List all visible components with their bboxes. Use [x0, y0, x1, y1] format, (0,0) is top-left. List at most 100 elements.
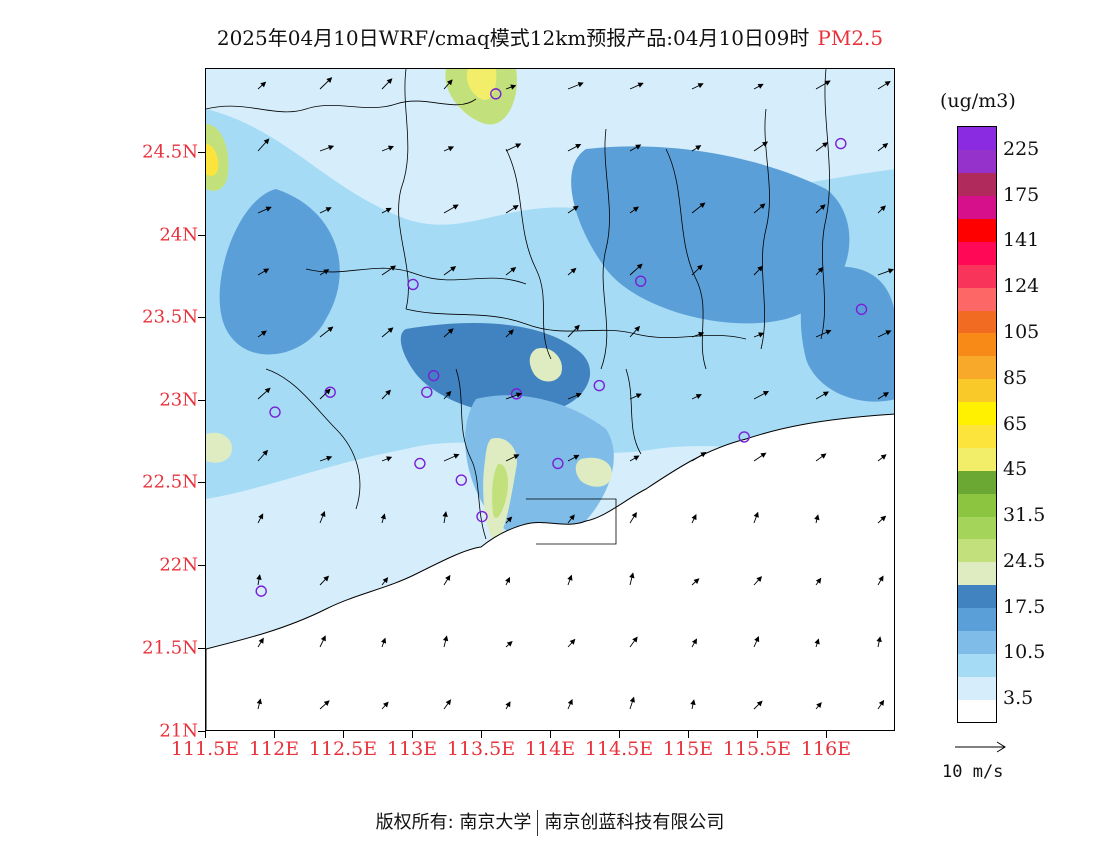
- footer-separator: [537, 810, 539, 836]
- wind-arrowhead: [258, 637, 264, 644]
- wind-arrowhead: [884, 81, 891, 87]
- wind-arrowhead: [632, 206, 639, 212]
- wind-arrowhead: [693, 578, 700, 584]
- wind-arrowhead: [635, 144, 642, 150]
- lon-tick: [826, 731, 827, 738]
- wind-arrowhead: [695, 145, 702, 151]
- wind-arrowhead: [386, 456, 393, 462]
- station-marker: [476, 510, 488, 523]
- wind-arrowhead: [452, 204, 459, 210]
- wind-arrowhead: [635, 393, 642, 399]
- wind-arrowhead: [697, 83, 704, 89]
- wind-arrowhead: [878, 575, 884, 582]
- wind-arrowhead: [328, 145, 335, 151]
- wind-arrowhead: [815, 577, 822, 584]
- wind-arrowhead: [758, 332, 765, 338]
- wind-reference-label: 10 m/s: [942, 762, 1004, 782]
- hotspot-zone: [529, 348, 562, 382]
- monitoring-stations: [255, 88, 868, 597]
- wind-arrowhead: [817, 266, 824, 273]
- wind-arrowhead: [575, 143, 582, 149]
- wind-arrowhead: [696, 264, 703, 271]
- lat-label: 21N: [159, 720, 198, 742]
- wind-arrowhead: [505, 701, 511, 708]
- wind-arrowhead: [691, 514, 697, 521]
- wind-arrowhead: [320, 635, 326, 642]
- wind-arrowhead: [880, 515, 887, 522]
- hotspot-zone: [206, 144, 219, 176]
- wind-arrowhead: [265, 206, 272, 212]
- wind-arrowhead: [753, 511, 759, 518]
- station-marker: [490, 88, 502, 100]
- lon-label: 112.5E: [308, 738, 378, 760]
- lat-label: 21.5N: [142, 637, 198, 659]
- pm25-map: [205, 68, 895, 731]
- lat-tick: [198, 400, 205, 401]
- wind-arrowhead: [263, 138, 270, 145]
- wind-arrowhead: [382, 577, 389, 584]
- lat-tick: [198, 565, 205, 566]
- colorbar-segment: [958, 332, 996, 357]
- wind-arrowhead: [380, 637, 387, 644]
- lat-tick: [198, 235, 205, 236]
- wind-arrowhead: [323, 575, 330, 582]
- colorbar-segment: [958, 401, 996, 425]
- colorbar-segment: [958, 653, 996, 677]
- wind-arrowhead: [822, 391, 829, 397]
- wind-arrowhead: [756, 576, 763, 582]
- colorbar-segment: [958, 470, 996, 494]
- station-marker: [269, 406, 281, 418]
- lon-label: 113E: [386, 738, 438, 760]
- colorbar-level-label: 225: [1003, 137, 1040, 160]
- station-marker: [324, 386, 336, 398]
- colorbar-level-label: 65: [1003, 412, 1028, 435]
- station-marker: [855, 303, 868, 316]
- wind-arrowhead: [323, 700, 330, 706]
- lon-tick: [274, 731, 275, 738]
- station-marker: [552, 457, 564, 470]
- wind-arrowhead: [515, 392, 522, 398]
- colorbar-segment: [958, 241, 996, 265]
- wind-arrowhead: [757, 83, 764, 89]
- wind-vectors: [256, 77, 894, 710]
- wind-arrowhead: [569, 638, 576, 645]
- wind-arrowhead: [762, 391, 770, 396]
- wind-arrowhead: [636, 263, 643, 270]
- lon-label: 111.5E: [170, 738, 240, 760]
- colorbar-level-label: 24.5: [1003, 549, 1046, 572]
- wind-arrowhead: [634, 325, 641, 332]
- colorbar-segment: [958, 630, 996, 654]
- station-marker: [593, 379, 605, 392]
- wind-arrowhead: [567, 574, 573, 581]
- map-title: 2025年04月10日WRF/cmaq模式12km预报产品:04月10日09时 P…: [0, 22, 1100, 51]
- colorbar-segment: [958, 172, 996, 197]
- wind-arrowhead: [629, 696, 635, 703]
- colorbar-segment: [958, 538, 996, 563]
- wind-arrowhead: [447, 79, 453, 86]
- colorbar-segment: [958, 127, 996, 151]
- station-marker: [407, 278, 419, 291]
- lat-tick: [198, 317, 205, 318]
- colorbar-segment: [958, 264, 996, 288]
- wind-arrowhead: [885, 330, 892, 336]
- colorbar-segment: [958, 447, 996, 471]
- wind-arrowhead: [320, 510, 326, 518]
- higher-concentration-zone: [571, 146, 850, 324]
- lon-label: 113.5E: [446, 738, 516, 760]
- wind-arrowhead: [510, 266, 517, 273]
- lon-tick: [619, 731, 620, 738]
- company-text: 南京创蓝科技有限公司: [544, 812, 725, 833]
- wind-arrowhead: [754, 636, 760, 643]
- wind-arrowhead: [445, 699, 452, 706]
- wind-arrowhead: [326, 77, 333, 83]
- wind-arrowhead: [572, 205, 579, 212]
- station-marker: [421, 386, 433, 398]
- wind-arrowhead: [258, 513, 264, 520]
- wind-arrowhead: [383, 701, 389, 708]
- lon-tick: [343, 731, 344, 738]
- title-variable: PM2.5: [817, 26, 884, 50]
- colorbar-segment: [958, 218, 996, 242]
- wind-arrowhead: [256, 698, 262, 705]
- wind-arrowhead: [445, 390, 452, 397]
- hotspot-zone: [492, 463, 509, 519]
